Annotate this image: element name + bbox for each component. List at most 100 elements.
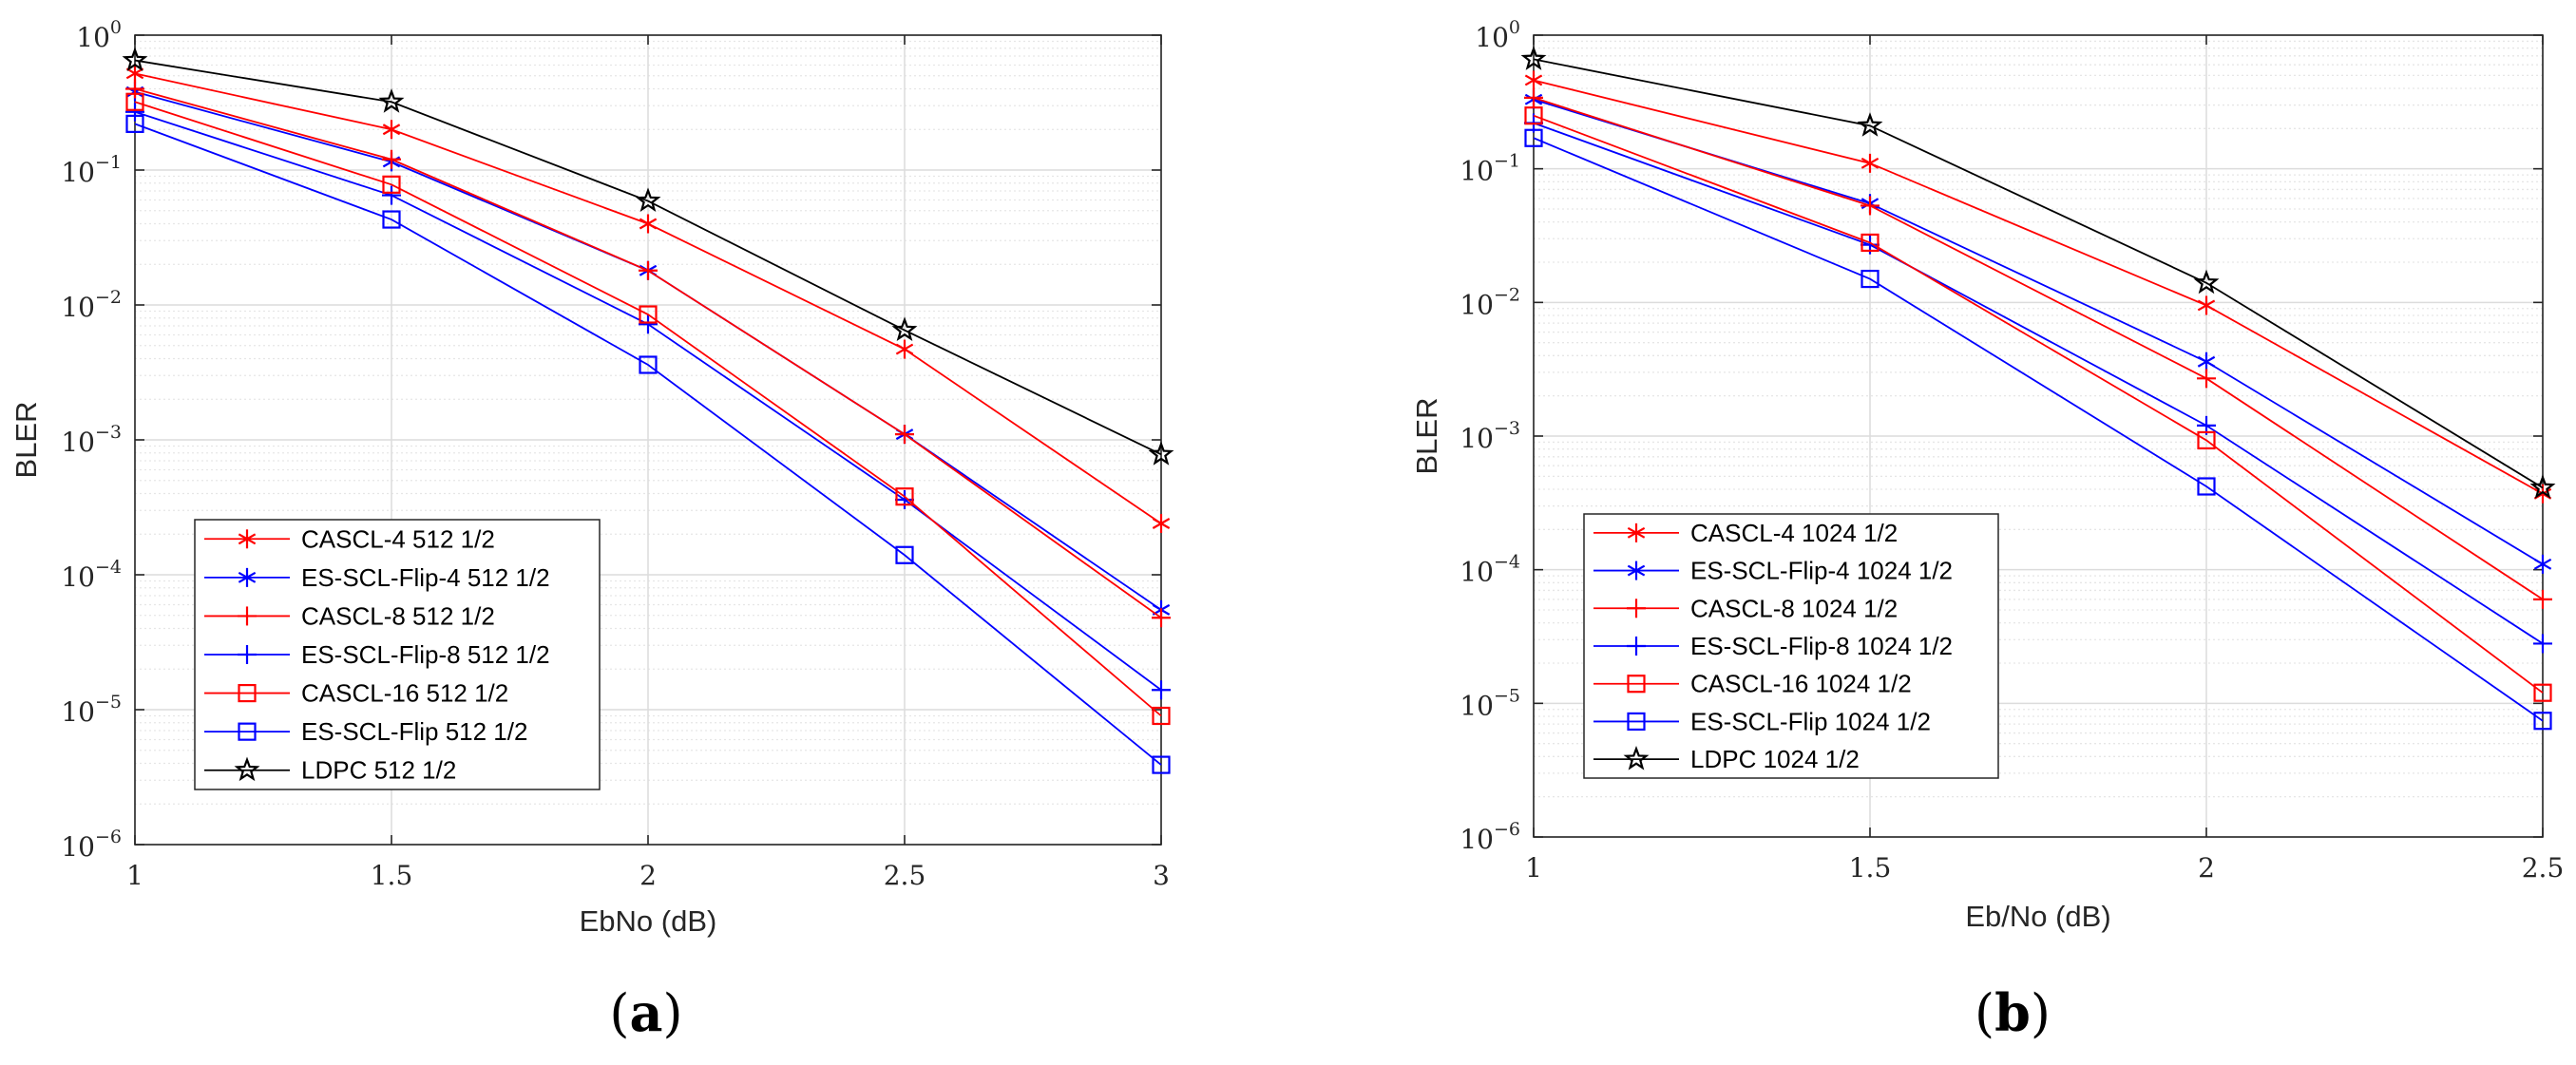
chart-b-data-point xyxy=(1860,269,1880,289)
chart-b-data-point xyxy=(2533,634,2552,654)
chart-b-legend-item: ES-SCL-Flip-4 1024 1/2 xyxy=(1593,557,1953,585)
chart-a-legend-item: LDPC 512 1/2 xyxy=(204,756,456,785)
chart-b-panel-paren: ) xyxy=(2031,983,2051,1043)
chart-b-series-6 xyxy=(1520,46,2556,499)
chart-a-legend-item: ES-SCL-Flip-8 512 1/2 xyxy=(204,640,550,669)
chart-b-legend-item: ES-SCL-Flip 1024 1/2 xyxy=(1593,707,1931,735)
chart-a-x-tick-label: 1 xyxy=(126,860,143,891)
chart-a-y-tick-base: 10 xyxy=(61,292,95,323)
chart-b-legend-item: CASCL-16 1024 1/2 xyxy=(1593,670,1912,698)
chart-a-data-point xyxy=(895,490,914,510)
chart-a-x-axis-label: EbNo (dB) xyxy=(580,904,717,938)
chart-a-legend-marker xyxy=(238,722,257,741)
chart-b-x-tick-label: 1 xyxy=(1525,852,1542,884)
chart-a-data-point xyxy=(125,92,144,111)
chart-b-y-tick-base: 10 xyxy=(1460,423,1494,454)
chart-a-data-point xyxy=(639,355,658,374)
chart-b-legend-marker xyxy=(1627,675,1646,694)
chart-a-y-tick-label: 10−4 xyxy=(61,557,122,593)
chart-a-y-tick-base: 10 xyxy=(61,157,95,188)
chart-a-x-tick-label: 2.5 xyxy=(884,860,926,891)
chart-a-legend-item: ES-SCL-Flip-4 512 1/2 xyxy=(204,563,550,592)
chart-b-y-tick-base: 10 xyxy=(1475,22,1509,53)
chart-a-y-tick-exponent: −5 xyxy=(95,692,122,713)
chart-b-panel-paren: ( xyxy=(1975,983,1994,1043)
chart-b-series-line xyxy=(1533,114,2544,694)
chart-b-legend-marker xyxy=(1627,712,1646,732)
chart-a-series-line xyxy=(134,123,1162,766)
chart-b-y-tick-exponent: −4 xyxy=(1494,552,1520,573)
chart-a-legend-marker xyxy=(238,529,257,549)
chart-a-legend-item: ES-SCL-Flip 512 1/2 xyxy=(204,717,527,746)
chart-b-y-tick-label: 10−4 xyxy=(1460,552,1520,588)
chart-a-legend-item: CASCL-8 512 1/2 xyxy=(204,601,495,630)
chart-b-data-point xyxy=(1860,233,1880,253)
chart-b-data-point xyxy=(2533,589,2552,609)
chart-b-series-0 xyxy=(1524,70,2552,504)
chart-b-data-point xyxy=(2197,352,2216,371)
chart-a-y-tick-base: 10 xyxy=(61,831,95,863)
chart-b-data-point xyxy=(2533,554,2552,574)
chart-a-data-point xyxy=(895,425,914,445)
chart-a-data-point xyxy=(382,185,401,205)
chart-a-legend-marker xyxy=(238,606,257,626)
chart-b-series-line xyxy=(1533,137,2544,722)
chart-b-legend-label: CASCL-16 1024 1/2 xyxy=(1690,670,1912,698)
chart-b-x-tick-label: 2.5 xyxy=(2522,852,2565,884)
chart-a-series-3 xyxy=(125,102,1171,700)
chart-a-y-tick-base: 10 xyxy=(76,22,110,53)
chart-b: 1 1.5 2 2.510010−110−210−310−410−510−6Eb/No… xyxy=(1410,17,2564,1043)
chart-b-series-line xyxy=(1533,122,2544,645)
chart-a-legend-item: CASCL-4 512 1/2 xyxy=(204,524,495,553)
chart-a-y-tick-exponent: 0 xyxy=(110,17,122,38)
chart-b-y-tick-base: 10 xyxy=(1460,156,1494,187)
chart-b-data-point xyxy=(1860,196,1880,216)
chart-b-legend-item: CASCL-8 1024 1/2 xyxy=(1593,594,1898,622)
chart-b-legend-item: CASCL-4 1024 1/2 xyxy=(1593,519,1898,547)
chart-b-x-tick-label: 2 xyxy=(2198,852,2215,884)
chart-b-y-tick-exponent: −2 xyxy=(1494,284,1520,305)
chart-b-legend-item: ES-SCL-Flip-8 1024 1/2 xyxy=(1593,632,1953,660)
chart-a-series-0 xyxy=(125,64,1171,534)
chart-a-legend: CASCL-4 512 1/2 ES-SCL-Flip-4 512 1/2 CASC… xyxy=(194,519,601,790)
chart-a-data-point xyxy=(1152,755,1171,774)
chart-b-y-tick-exponent: 0 xyxy=(1509,17,1520,38)
chart-b-legend-label: ES-SCL-Flip-4 1024 1/2 xyxy=(1690,557,1953,585)
chart-a-data-point xyxy=(891,316,918,342)
chart-a-data-point xyxy=(1152,608,1171,628)
chart-b-y-tick-label: 10−5 xyxy=(1460,685,1520,721)
chart-a-y-tick-base: 10 xyxy=(61,427,95,458)
chart-b-legend-marker xyxy=(1627,637,1646,656)
chart-b-y-tick-label: 10−3 xyxy=(1460,418,1520,454)
chart-a-data-point xyxy=(122,47,148,72)
chart-a-x-tick-label: 3 xyxy=(1153,860,1170,891)
chart-b-data-point xyxy=(2533,712,2552,731)
chart-b-series-line xyxy=(1533,97,2544,600)
chart-b-data-point xyxy=(2193,269,2220,295)
chart-b-y-tick-label: 10−6 xyxy=(1460,819,1520,855)
chart-b-series-5 xyxy=(1524,128,2552,731)
chart-a-data-point xyxy=(382,175,401,194)
chart-a-legend-label: CASCL-8 512 1/2 xyxy=(301,601,495,630)
chart-a-data-point xyxy=(382,210,401,229)
chart-a-legend-label: CASCL-4 512 1/2 xyxy=(301,524,495,553)
chart-b-data-point xyxy=(2197,477,2216,496)
chart-a-series-5 xyxy=(125,114,1171,774)
chart-b-data-point xyxy=(1860,153,1880,173)
chart-b-data-point xyxy=(1524,70,1543,90)
chart-a-x-tick-label: 1.5 xyxy=(371,860,413,891)
chart-a-data-point xyxy=(1148,441,1174,466)
chart-a-legend-label: LDPC 512 1/2 xyxy=(301,756,456,785)
chart-a-y-tick-label: 100 xyxy=(76,17,122,53)
chart-a-data-point xyxy=(125,102,144,122)
chart-a-data-point xyxy=(125,79,144,99)
chart-b-y-tick-base: 10 xyxy=(1460,557,1494,588)
chart-a-series-line xyxy=(134,59,1162,456)
chart-a-data-point xyxy=(895,545,914,564)
chart-a-legend-marker xyxy=(238,645,257,664)
chart-a-y-tick-label: 10−5 xyxy=(61,692,122,728)
chart-b-data-point xyxy=(1524,106,1543,125)
chart-b-legend-item: LDPC 1024 1/2 xyxy=(1593,745,1860,773)
chart-a-data-point xyxy=(382,149,401,169)
